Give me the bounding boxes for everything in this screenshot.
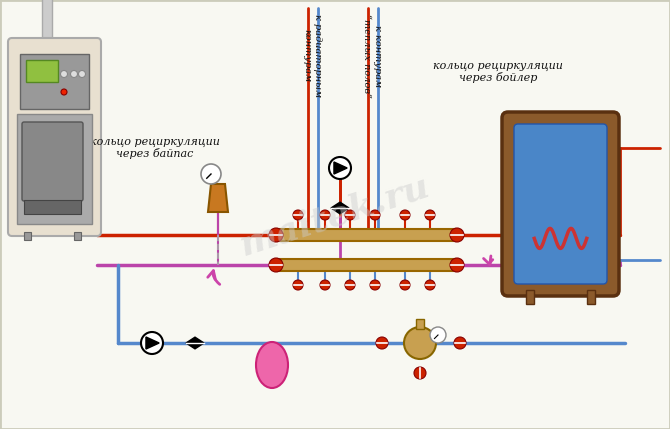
Circle shape bbox=[425, 210, 435, 220]
Circle shape bbox=[293, 280, 303, 290]
Circle shape bbox=[345, 280, 355, 290]
Text: к контурам
“теплых полов”: к контурам “теплых полов” bbox=[362, 14, 382, 98]
Bar bbox=[416, 319, 424, 329]
Ellipse shape bbox=[256, 342, 288, 388]
Bar bbox=[17, 114, 92, 224]
Bar bbox=[20, 54, 89, 109]
Polygon shape bbox=[208, 184, 228, 212]
Bar bbox=[24, 200, 81, 214]
Circle shape bbox=[376, 337, 388, 349]
Bar bbox=[42, 0, 52, 47]
Circle shape bbox=[345, 210, 355, 220]
Bar bbox=[526, 290, 534, 304]
Circle shape bbox=[78, 70, 86, 78]
Bar bbox=[278, 229, 455, 241]
Text: кольцо рециркуляции
через бойлер: кольцо рециркуляции через бойлер bbox=[433, 60, 563, 83]
Circle shape bbox=[61, 89, 67, 95]
Circle shape bbox=[293, 210, 303, 220]
Circle shape bbox=[450, 228, 464, 242]
FancyArrowPatch shape bbox=[208, 271, 220, 284]
Bar bbox=[74, 232, 81, 240]
Circle shape bbox=[70, 70, 78, 78]
Circle shape bbox=[454, 337, 466, 349]
Circle shape bbox=[320, 280, 330, 290]
Circle shape bbox=[269, 228, 283, 242]
Text: maitek.ru: maitek.ru bbox=[236, 168, 434, 262]
Circle shape bbox=[450, 258, 464, 272]
Circle shape bbox=[269, 258, 283, 272]
Polygon shape bbox=[186, 337, 204, 349]
Circle shape bbox=[430, 327, 446, 343]
Circle shape bbox=[404, 327, 436, 359]
FancyBboxPatch shape bbox=[502, 112, 619, 296]
Bar bbox=[587, 290, 595, 304]
Circle shape bbox=[414, 367, 426, 379]
Text: кольцо рециркуляции
через байпас: кольцо рециркуляции через байпас bbox=[90, 136, 220, 160]
Circle shape bbox=[370, 280, 380, 290]
Bar bbox=[26, 60, 58, 82]
Circle shape bbox=[329, 157, 351, 179]
FancyArrowPatch shape bbox=[484, 256, 492, 265]
Circle shape bbox=[201, 164, 221, 184]
FancyBboxPatch shape bbox=[22, 122, 83, 201]
Polygon shape bbox=[331, 202, 349, 214]
Circle shape bbox=[60, 70, 68, 78]
Circle shape bbox=[370, 210, 380, 220]
FancyBboxPatch shape bbox=[8, 38, 101, 236]
Text: к радиаторным
контурам: к радиаторным контурам bbox=[302, 14, 322, 97]
Circle shape bbox=[400, 280, 410, 290]
FancyBboxPatch shape bbox=[514, 124, 607, 284]
Bar bbox=[24, 232, 31, 240]
Circle shape bbox=[141, 332, 163, 354]
Polygon shape bbox=[146, 337, 159, 349]
Polygon shape bbox=[334, 162, 347, 174]
Circle shape bbox=[425, 280, 435, 290]
Circle shape bbox=[400, 210, 410, 220]
Bar bbox=[278, 259, 455, 271]
Circle shape bbox=[320, 210, 330, 220]
